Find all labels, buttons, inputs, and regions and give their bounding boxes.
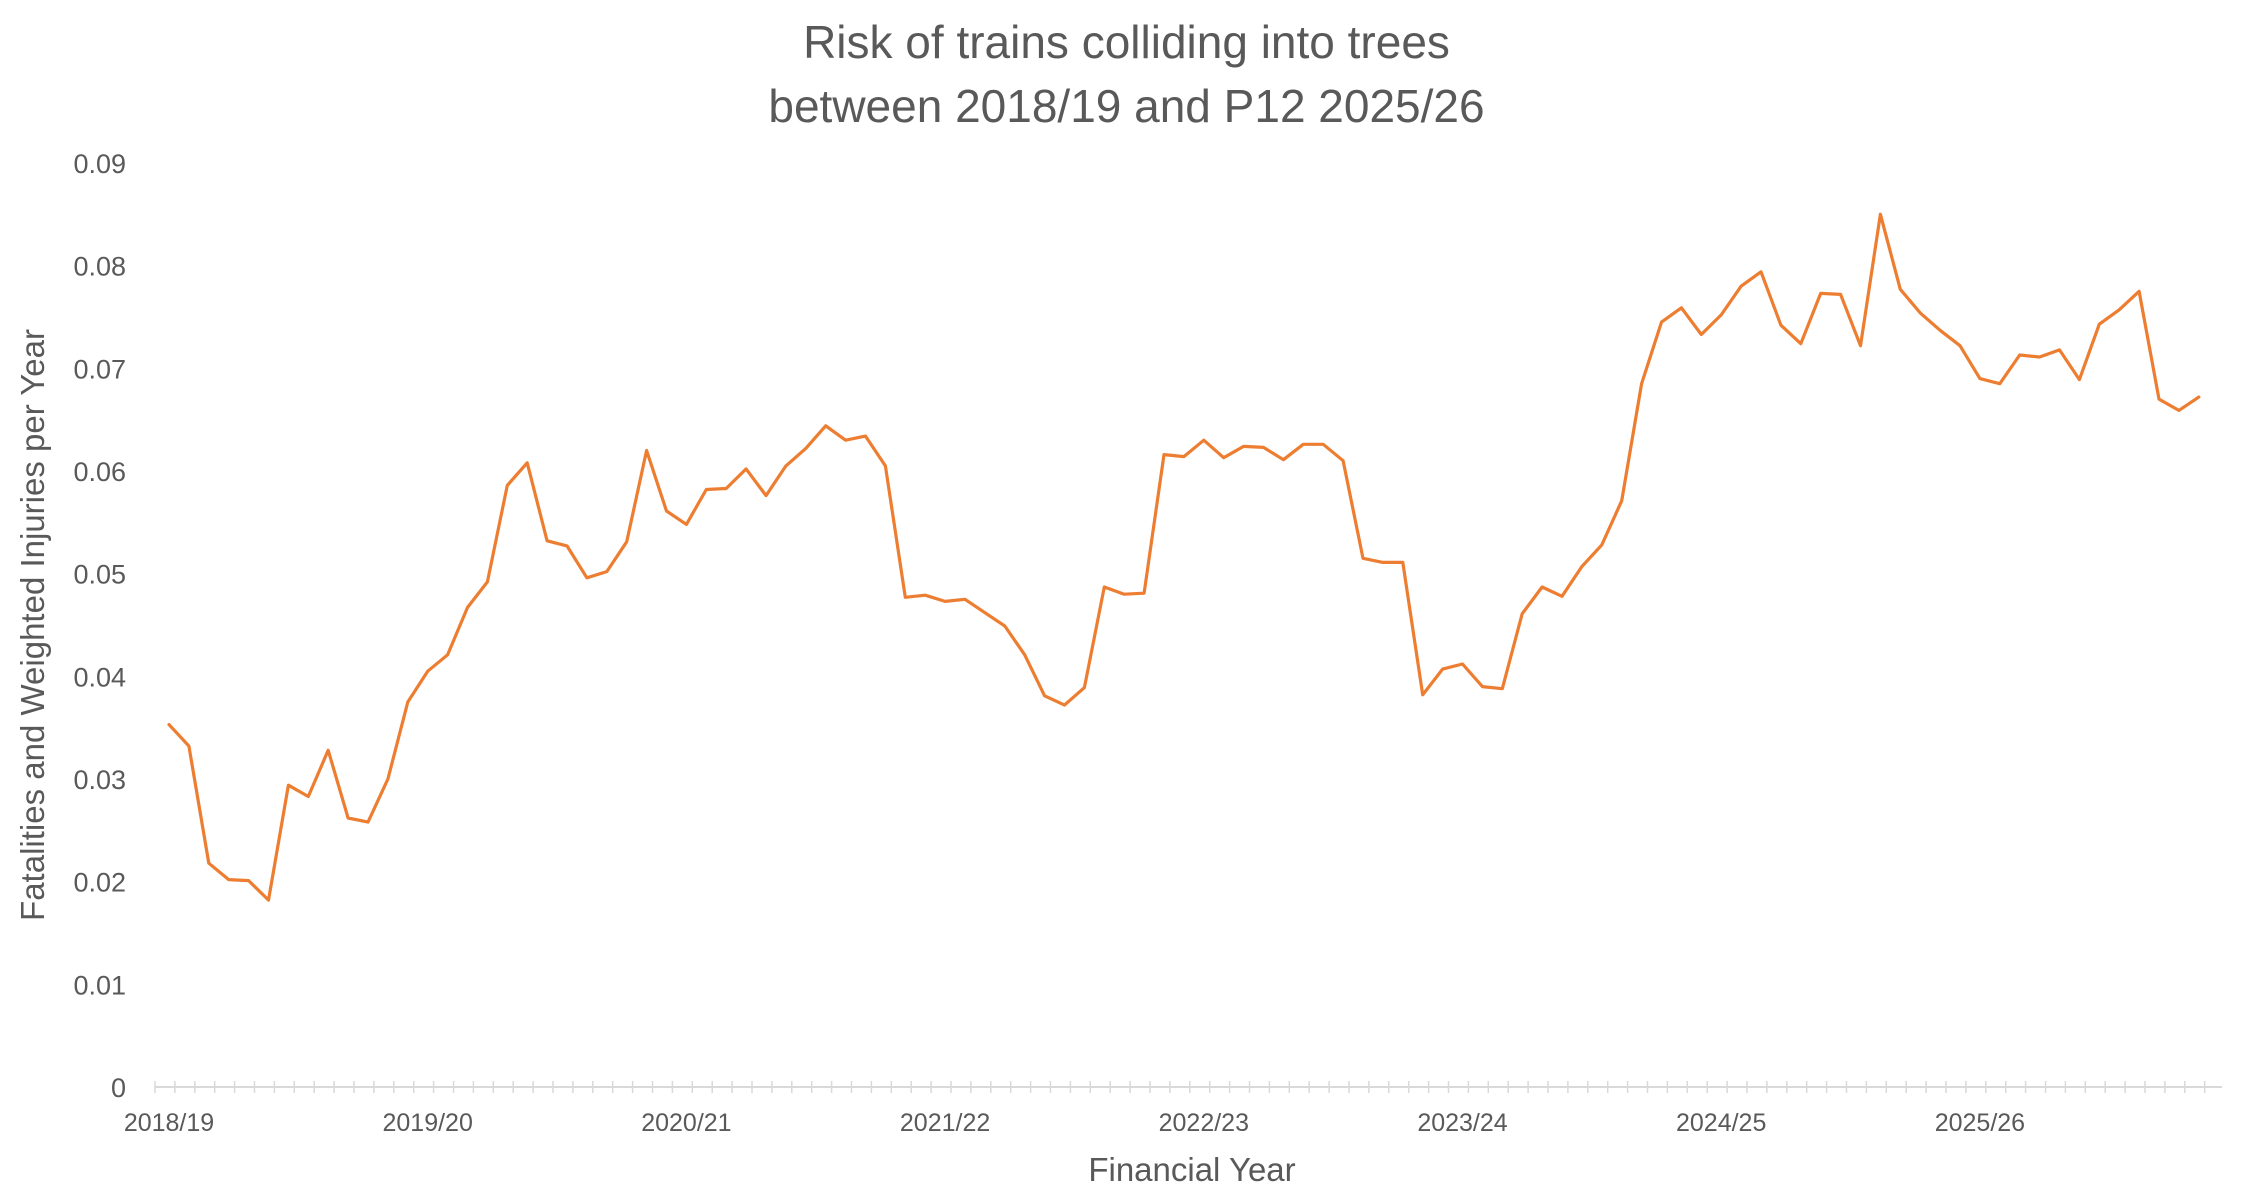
x-tick-label: 2024/25 [1676, 1109, 1766, 1137]
chart-title: Risk of trains colliding into trees betw… [0, 10, 2253, 138]
series-line [167, 212, 2201, 902]
y-tick-label: 0.04 [73, 662, 126, 692]
x-tick-label: 2019/20 [383, 1109, 473, 1137]
y-tick-label: 0.08 [73, 252, 126, 282]
x-axis-title: Financial Year [1088, 1151, 1295, 1188]
x-tick-label: 2023/24 [1417, 1109, 1507, 1137]
y-tick-label: 0.09 [73, 149, 126, 179]
y-tick-label: 0.06 [73, 457, 126, 487]
y-tick-label: 0.02 [73, 868, 126, 898]
y-tick-label: 0.05 [73, 560, 126, 590]
x-tick-label: 2025/26 [1935, 1109, 2025, 1137]
x-tick-label: 2020/21 [641, 1109, 731, 1137]
chart-title-line-2: between 2018/19 and P12 2025/26 [768, 80, 1485, 132]
x-tick-label: 2021/22 [900, 1109, 990, 1137]
series-group [167, 212, 2201, 902]
x-tick-label: 2022/23 [1159, 1109, 1249, 1137]
y-tick-label: 0 [111, 1073, 126, 1103]
y-tick-label: 0.07 [73, 354, 126, 384]
x-tick-label: 2018/19 [124, 1109, 214, 1137]
y-axis-ticks: 0 0.01 0.02 0.03 0.04 0.05 0.06 0.07 0.08 0.09 [73, 149, 126, 1103]
x-axis-ticks: 2018/19 2019/20 2020/21 2021/22 2022/23 2023/… [124, 1109, 2025, 1137]
y-axis-title: Fatalities and Weighted Injuries per Yea… [14, 329, 51, 921]
chart-title-line-1: Risk of trains colliding into trees [803, 16, 1450, 68]
x-axis [154, 1081, 2222, 1093]
y-tick-label: 0.03 [73, 765, 126, 795]
y-tick-label: 0.01 [73, 970, 126, 1000]
